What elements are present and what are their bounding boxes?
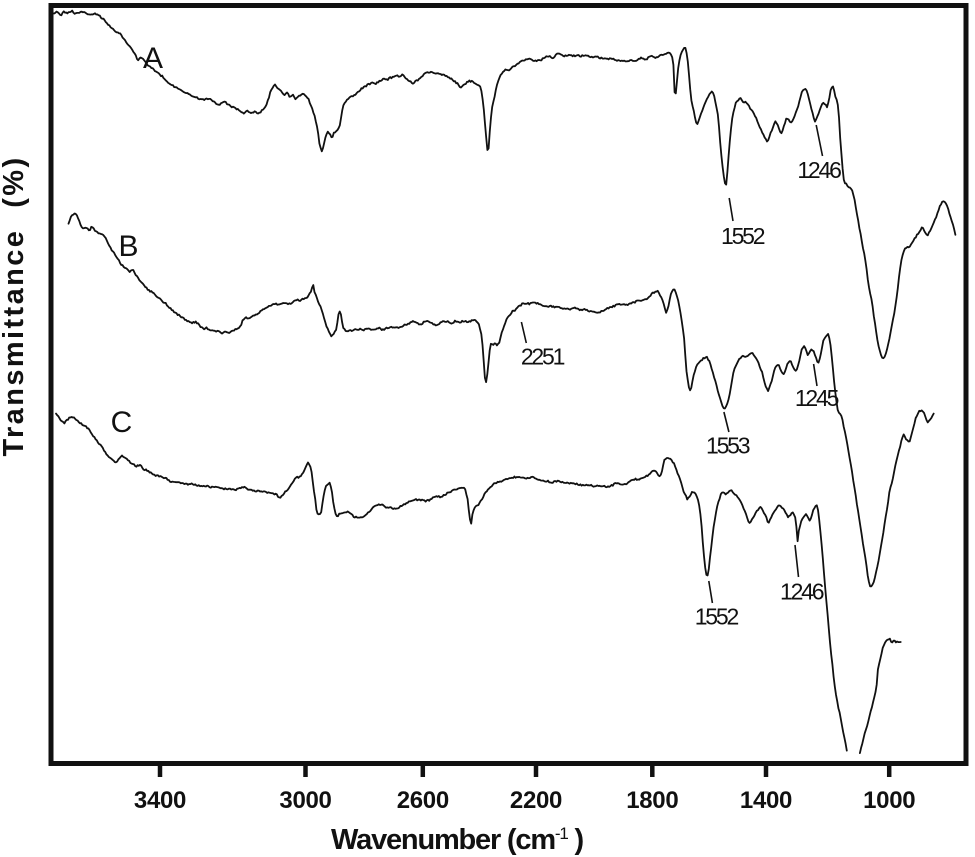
svg-text:B: B [118,230,138,263]
svg-text:1000: 1000 [863,787,915,814]
svg-text:Transmittance (%): Transmittance (%) [0,155,30,456]
svg-text:1400: 1400 [740,787,792,814]
svg-text:3000: 3000 [279,787,331,814]
svg-text:3400: 3400 [134,787,186,814]
svg-text:A: A [143,42,163,75]
svg-text:1245: 1245 [795,385,839,411]
svg-text:1246: 1246 [797,157,841,183]
svg-text:2251: 2251 [521,344,565,370]
svg-text:C: C [111,406,133,439]
svg-text:2200: 2200 [510,787,562,814]
svg-text:1552: 1552 [695,604,739,630]
svg-text:Wavenumber (cm-1 ): Wavenumber (cm-1 ) [331,824,583,856]
svg-text:1553: 1553 [706,433,750,459]
svg-text:1246: 1246 [780,578,824,604]
svg-text:1800: 1800 [626,787,678,814]
svg-text:2600: 2600 [397,787,449,814]
svg-text:1552: 1552 [721,223,765,249]
